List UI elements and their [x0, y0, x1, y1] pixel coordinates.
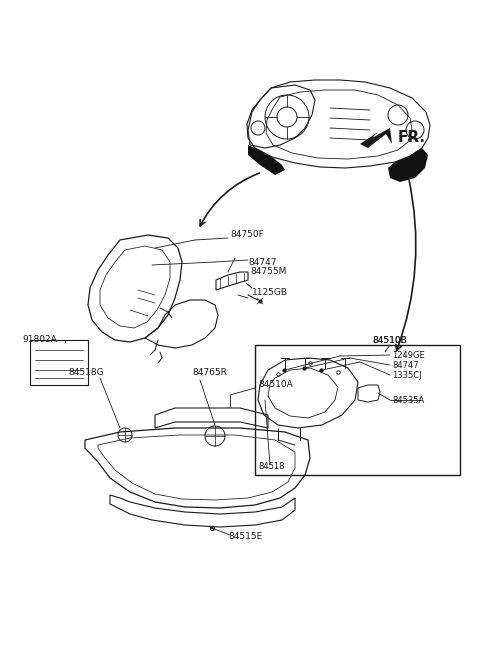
Text: 84510A: 84510A	[258, 380, 293, 389]
Text: 84747: 84747	[248, 258, 276, 267]
Text: 1335CJ: 1335CJ	[392, 371, 421, 380]
Text: 84747: 84747	[392, 361, 419, 370]
Text: 84518G: 84518G	[68, 368, 104, 377]
Text: 84750F: 84750F	[230, 230, 264, 239]
Text: 84765R: 84765R	[192, 368, 227, 377]
Text: 84510B: 84510B	[372, 336, 407, 345]
Polygon shape	[360, 128, 392, 148]
Text: 84510B: 84510B	[372, 336, 407, 345]
Text: FR.: FR.	[398, 130, 426, 145]
Bar	[30, 340, 88, 385]
Bar	[255, 345, 460, 475]
Text: 84518: 84518	[258, 462, 285, 471]
Text: 91802A: 91802A	[22, 335, 57, 344]
Text: 1249GE: 1249GE	[392, 351, 425, 360]
Text: 84755M: 84755M	[250, 267, 287, 276]
Polygon shape	[388, 148, 428, 182]
Text: 1125GB: 1125GB	[252, 288, 288, 297]
Text: 84515E: 84515E	[228, 532, 262, 541]
Text: 84535A: 84535A	[392, 396, 424, 405]
Polygon shape	[248, 145, 285, 175]
